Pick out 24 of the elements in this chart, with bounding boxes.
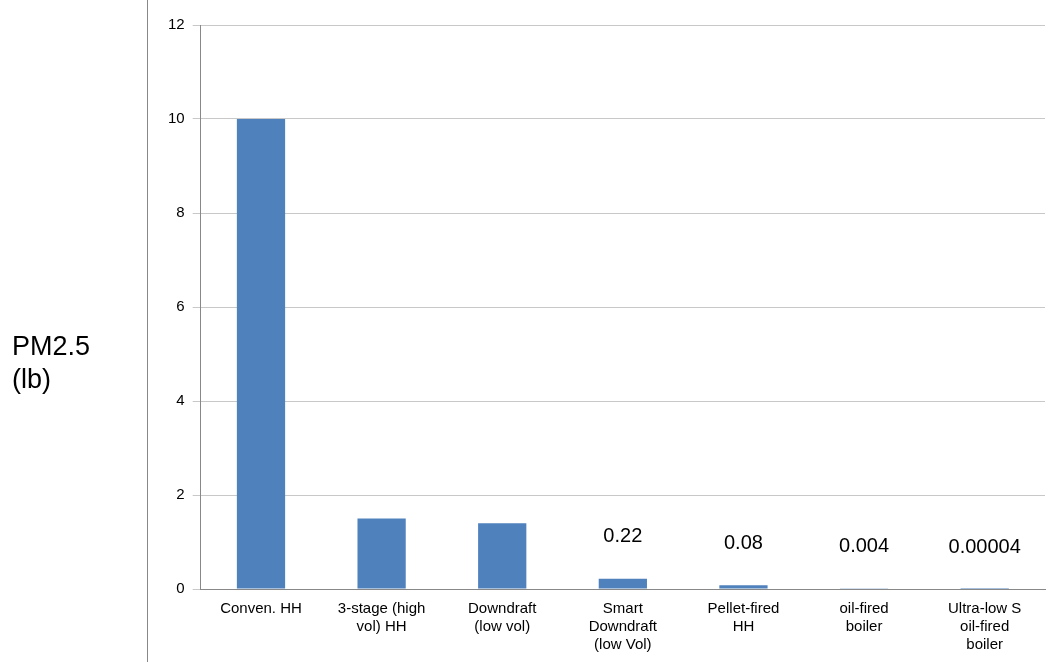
data-label: 0.00004 [948,534,1021,557]
data-label: 0.004 [839,534,890,557]
x-tick-label: oil-fired boiler [839,599,889,635]
y-tick-label: 2 [176,485,185,503]
y-tick-label: 8 [176,203,185,221]
x-tick-label: Conven. HH [220,599,302,617]
data-label: 0.08 [723,530,763,553]
y-tick-label: 4 [176,391,185,409]
bar [236,119,286,589]
bar [478,523,527,589]
y-tick-label: 12 [168,15,185,33]
bar [357,518,406,589]
x-tick-label: Downdraft (low vol) [468,599,538,635]
y-axis-title: PM2.5 (lb) [12,330,92,396]
bar [719,585,768,589]
x-tick-label: 3-stage (high vol) HH [337,599,426,635]
bar [598,578,647,589]
x-tick-label: Smart Downdraft (low Vol) [588,599,658,653]
x-tick-label: Pellet-fired HH [707,599,780,635]
data-label: 0.22 [603,524,643,547]
y-tick-label: 6 [176,297,185,315]
y-tick-label: 10 [168,109,185,127]
y-tick-label: 0 [176,579,185,597]
x-tick-label: Ultra-low S oil-fired boiler [948,599,1022,653]
